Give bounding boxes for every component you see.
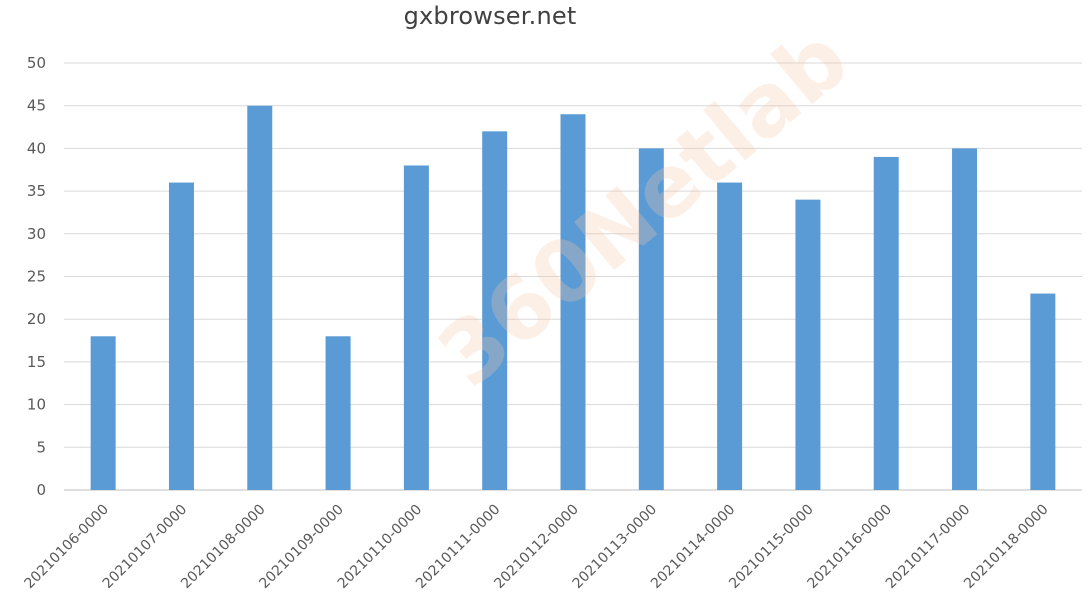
x-tick-label: 20210107-0000 [100, 502, 190, 592]
y-tick-label: 40 [27, 139, 46, 157]
y-tick-label: 35 [27, 182, 46, 200]
x-tick-label: 20210116-0000 [805, 502, 895, 592]
y-tick-label: 50 [27, 54, 46, 72]
x-tick-label: 20210115-0000 [726, 502, 816, 592]
y-axis-ticks: 0 5 10 15 20 25 30 35 40 45 50 [27, 54, 46, 499]
bar [168, 182, 194, 490]
y-tick-label: 15 [27, 353, 46, 371]
y-tick-label: 20 [27, 310, 46, 328]
bar [247, 105, 273, 490]
y-tick-label: 45 [27, 97, 46, 115]
x-tick-label: 20210108-0000 [178, 502, 268, 592]
y-tick-label: 10 [27, 396, 46, 414]
x-axis-ticks: 20210106-000020210107-000020210108-00002… [22, 502, 1052, 592]
x-tick-label: 20210110-0000 [335, 502, 425, 592]
bar [795, 199, 821, 490]
bar [1030, 293, 1056, 490]
bars [90, 105, 1056, 491]
bar [90, 336, 116, 490]
bar [403, 165, 429, 491]
y-tick-label: 30 [27, 225, 46, 243]
x-tick-label: 20210111-0000 [413, 502, 503, 592]
x-tick-label: 20210106-0000 [22, 502, 112, 592]
bar [325, 336, 351, 490]
bar [717, 182, 743, 490]
bar [560, 114, 586, 491]
x-tick-label: 20210113-0000 [570, 502, 660, 592]
bar [952, 148, 978, 490]
bar [482, 131, 508, 490]
bar [638, 148, 664, 490]
x-tick-label: 20210109-0000 [256, 502, 346, 592]
x-tick-label: 20210114-0000 [648, 502, 738, 592]
y-tick-label: 25 [27, 268, 46, 286]
x-tick-label: 20210117-0000 [883, 502, 973, 592]
x-tick-label: 20210112-0000 [491, 502, 581, 592]
chart-title: gxbrowser.net [403, 2, 577, 30]
y-tick-label: 0 [36, 481, 46, 499]
y-tick-label: 5 [36, 438, 46, 456]
bar [873, 156, 899, 490]
x-tick-label: 20210118-0000 [961, 502, 1051, 592]
